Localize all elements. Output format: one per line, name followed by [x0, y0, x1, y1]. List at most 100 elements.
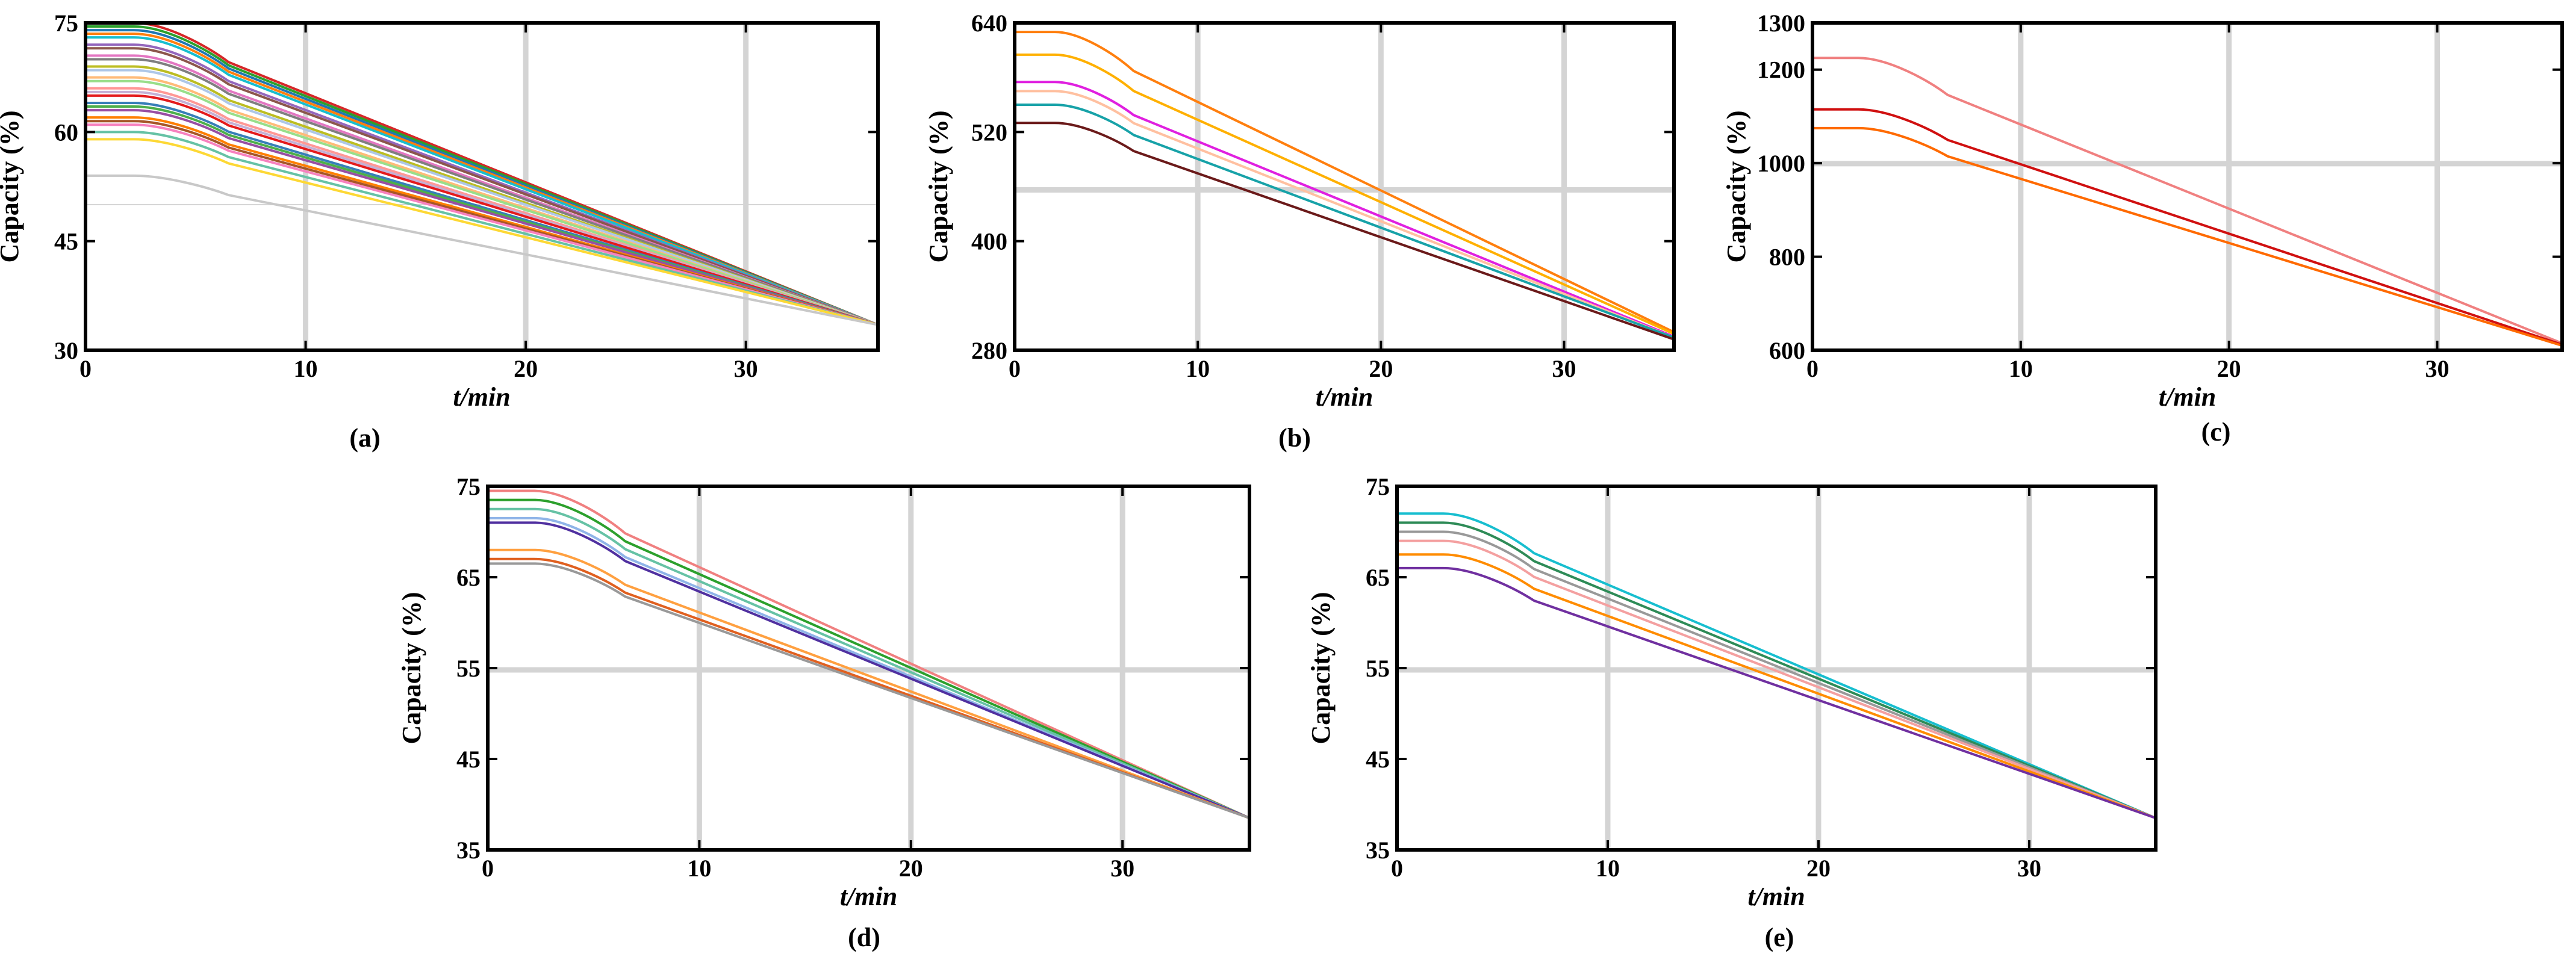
- series-line-a-14: [86, 87, 879, 326]
- series-line-a-11: [86, 69, 879, 326]
- xtick-label: 10: [687, 855, 711, 882]
- series-line-d-8: [488, 562, 1250, 820]
- xtick-label: 10: [2009, 355, 2033, 382]
- series-line-a-7: [86, 47, 879, 326]
- series-line-b-6: [1015, 122, 1675, 341]
- x-axis-label: t/min: [1316, 382, 1373, 412]
- ytick-label: 75: [54, 10, 78, 37]
- xtick-label: 20: [514, 355, 538, 382]
- ytick-label: 35: [456, 837, 481, 864]
- panel-e: (e) 0 10 20 30 35 45 55 65 75 t/min Capacity (%): [1306, 473, 2158, 952]
- series-line-e-4: [1397, 539, 2156, 820]
- xtick-label: 20: [1806, 855, 1831, 882]
- series-line-e-6: [1397, 566, 2156, 820]
- ytick-label: 30: [54, 337, 78, 364]
- xtick-label: 30: [2425, 355, 2450, 382]
- xtick-label: 0: [1391, 855, 1403, 882]
- ytick-label: 55: [1366, 655, 1390, 682]
- series-line-a-15: [86, 90, 879, 326]
- series-line-a-17: [86, 101, 879, 326]
- xtick-label: 20: [899, 855, 923, 882]
- ytick-label: 75: [456, 473, 481, 500]
- series-line-d-4: [488, 516, 1250, 819]
- xtick-label: 10: [1596, 855, 1620, 882]
- ytick-label: 45: [54, 228, 78, 255]
- x-axis-label: t/min: [840, 882, 897, 911]
- xtick-label: 20: [2217, 355, 2241, 382]
- series-line-a-3: [86, 29, 879, 326]
- y-axis-label: Capacity (%): [0, 111, 24, 263]
- series-line-a-23: [86, 131, 879, 326]
- series-line-a-18: [86, 105, 879, 326]
- series-line-a-2: [86, 25, 879, 326]
- panel-a: (a) 0 10 20 30 30 45 60 75 t/min Capacity (%): [0, 10, 880, 453]
- series-line-c-3: [1812, 126, 2563, 347]
- ytick-label: 280: [971, 337, 1007, 364]
- axes-frame: [1013, 21, 1676, 352]
- series-line-d-6: [488, 548, 1250, 820]
- series-line-a-21: [86, 120, 879, 326]
- series-line-d-2: [488, 498, 1250, 819]
- ytick-label: 35: [1366, 837, 1390, 864]
- series-line-a-25: [86, 174, 879, 326]
- series-line-a-5: [86, 36, 879, 326]
- xtick-label: 30: [1110, 855, 1134, 882]
- ytick-label: 1000: [1757, 150, 1805, 177]
- series-line-d-7: [488, 557, 1250, 820]
- ytick-label: 65: [456, 564, 481, 591]
- xtick-label: 0: [79, 355, 92, 382]
- y-axis-label: Capacity (%): [397, 592, 426, 745]
- ytick-label: 60: [54, 119, 78, 146]
- series-line-b-5: [1015, 104, 1675, 339]
- xtick-label: 30: [2017, 855, 2041, 882]
- caption-d: (d): [848, 923, 880, 952]
- ytick-label: 1200: [1757, 57, 1805, 84]
- ytick-label: 520: [971, 119, 1007, 146]
- panel-b: (b) 0 10 20 30 280 400 520 640 t/min Capacity (%): [924, 10, 1676, 453]
- series-line-b-2: [1015, 53, 1675, 335]
- series-line-c-1: [1812, 57, 2563, 345]
- ytick-label: 400: [971, 228, 1007, 255]
- ytick-label: 640: [971, 10, 1007, 37]
- series-line-b-4: [1015, 90, 1675, 339]
- xtick-label: 30: [734, 355, 758, 382]
- y-axis-label: Capacity (%): [1306, 592, 1336, 745]
- x-axis-label: t/min: [2159, 382, 2216, 412]
- ytick-label: 65: [1366, 564, 1390, 591]
- y-axis-label: Capacity (%): [924, 111, 953, 263]
- axes-frame: [1811, 21, 2564, 352]
- xtick-label: 0: [1806, 355, 1818, 382]
- ytick-label: 600: [1769, 337, 1805, 364]
- xtick-label: 10: [1186, 355, 1210, 382]
- series-line-e-5: [1397, 553, 2156, 820]
- panel-d: (d) 0 10 20 30 35 45 55 65 75 t/min Capacity (%): [397, 473, 1251, 952]
- ytick-label: 55: [456, 655, 481, 682]
- axes-frame: [84, 21, 880, 352]
- series-line-d-5: [488, 521, 1250, 819]
- panel-c: (c) 0 10 20 30 600 800 1000 1200 1300 t/min Capaci…: [1722, 10, 2564, 447]
- series-line-a-9: [86, 58, 879, 326]
- series-line-a-10: [86, 65, 879, 326]
- series-line-e-3: [1397, 530, 2156, 820]
- caption-e: (e): [1765, 923, 1794, 952]
- xtick-label: 20: [1369, 355, 1393, 382]
- series-line-a-19: [86, 109, 879, 326]
- series-line-a-20: [86, 116, 879, 326]
- y-axis-label: Capacity (%): [1722, 111, 1751, 263]
- series-line-a-6: [86, 43, 879, 326]
- ytick-label: 1300: [1757, 10, 1805, 37]
- caption-c: (c): [2201, 417, 2231, 447]
- series-line-a-24: [86, 138, 879, 326]
- xtick-label: 0: [482, 855, 494, 882]
- series-line-b-1: [1015, 31, 1675, 333]
- series-line-a-12: [86, 76, 879, 326]
- caption-b: (b): [1278, 423, 1311, 453]
- series-line-a-13: [86, 79, 879, 326]
- series-line-e-2: [1397, 521, 2156, 819]
- ytick-label: 45: [1366, 746, 1390, 773]
- series-line-c-2: [1812, 108, 2563, 346]
- xtick-label: 30: [1552, 355, 1576, 382]
- series-line-a-22: [86, 123, 879, 326]
- ytick-label: 800: [1769, 244, 1805, 271]
